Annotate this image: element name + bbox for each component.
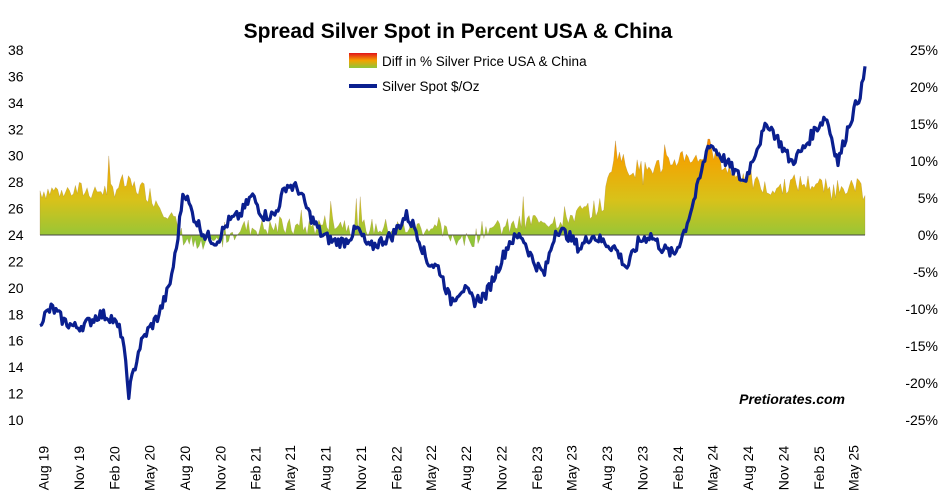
x-tick-label: Feb 21 [248,446,264,490]
x-tick-label: May 25 [845,445,861,491]
y-left-tick-label: 32 [8,121,24,137]
legend: Diff in % Silver Price USA & China Silve… [349,53,587,94]
y-right-tick-label: 25% [910,42,938,58]
x-tick-label: Aug 20 [177,446,193,491]
right-axis-ticks: -25% -20% -15% -10% -5% 0% 5% 10% 15% 20% 25% [905,42,938,428]
y-left-tick-label: 20 [8,280,24,296]
legend-label-spot: Silver Spot $/Oz [382,79,480,94]
x-tick-label: Aug 19 [36,446,52,491]
y-right-tick-label: 15% [910,116,938,132]
legend-label-diff: Diff in % Silver Price USA & China [382,54,587,69]
x-tick-label: Feb 20 [107,446,123,490]
y-left-tick-label: 16 [8,333,24,349]
x-tick-label: Aug 22 [458,446,474,491]
x-tick-label: Nov 21 [353,446,369,491]
y-left-tick-label: 38 [8,42,24,58]
y-left-tick-label: 18 [8,306,24,322]
plot-area [39,66,867,401]
diff-area [39,138,866,250]
x-tick-label: May 20 [141,445,157,491]
x-tick-label: Nov 22 [494,446,510,491]
x-tick-label: Nov 19 [71,446,87,491]
x-tick-label: Feb 22 [388,446,404,490]
y-right-tick-label: -10% [905,301,938,317]
watermark-text: Pretiorates.com [739,391,845,407]
silver-spot-line [39,66,867,401]
y-right-tick-label: 5% [918,190,938,206]
y-left-tick-label: 34 [8,95,24,111]
y-left-tick-label: 28 [8,174,24,190]
x-tick-label: Feb 23 [529,446,545,490]
x-tick-label: Nov 24 [776,446,792,491]
legend-swatch-diff [349,53,377,68]
x-tick-label: Nov 23 [634,446,650,491]
x-tick-label: May 24 [705,445,721,491]
x-tick-label: Feb 25 [811,446,827,490]
x-tick-label: Aug 21 [318,446,334,491]
x-tick-label: Feb 24 [670,446,686,490]
y-right-tick-label: -5% [913,264,938,280]
x-tick-label: May 21 [282,445,298,491]
x-tick-label: Aug 23 [599,446,615,491]
x-tick-label: Aug 24 [740,446,756,491]
x-axis-ticks: Aug 19 Nov 19 Feb 20 May 20 Aug 20 Nov 20 Feb … [36,445,862,491]
left-axis-ticks: 10 12 14 16 18 20 22 24 26 28 30 32 34 36 38 [8,42,24,428]
y-left-tick-label: 26 [8,201,24,217]
y-right-tick-label: 0% [918,227,938,243]
x-tick-label: Nov 20 [212,446,228,491]
y-left-tick-label: 22 [8,253,24,269]
y-right-tick-label: -25% [905,412,938,428]
y-left-tick-label: 12 [8,386,24,402]
y-right-tick-label: 20% [910,79,938,95]
y-left-tick-label: 24 [8,227,24,243]
y-left-tick-label: 30 [8,148,24,164]
y-right-tick-label: 10% [910,153,938,169]
y-left-tick-label: 14 [8,359,24,375]
x-tick-label: May 23 [563,445,579,491]
x-tick-label: May 22 [423,445,439,491]
y-right-tick-label: -20% [905,375,938,391]
y-left-tick-label: 10 [8,412,24,428]
y-right-tick-label: -15% [905,338,938,354]
chart-title: Spread Silver Spot in Percent USA & Chin… [244,20,673,43]
y-left-tick-label: 36 [8,68,24,84]
